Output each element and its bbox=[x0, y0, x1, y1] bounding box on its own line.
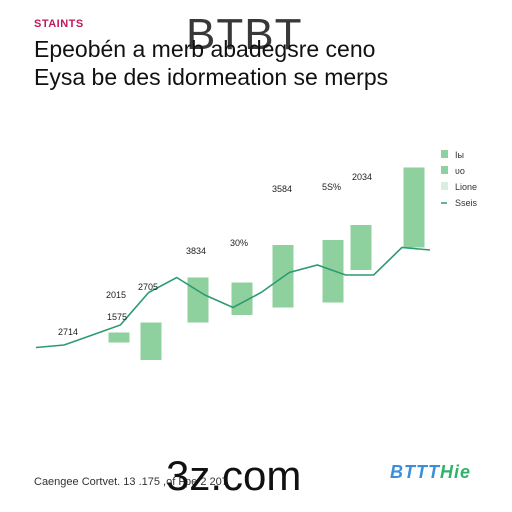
chart-bar-1 bbox=[108, 332, 130, 343]
legend-swatch-1 bbox=[441, 150, 448, 158]
watermark-top: BTBT bbox=[186, 10, 303, 59]
brand-tag: STAINTS bbox=[34, 18, 84, 30]
chart-data-label-8: 5S% bbox=[322, 182, 341, 192]
legend-swatch-2 bbox=[441, 166, 448, 174]
chart-line-series bbox=[35, 246, 431, 349]
footer-note: Caengee Cortvet. 13 .175 ,of Fpe 2 207 bbox=[34, 476, 228, 488]
chart-bar-8 bbox=[403, 167, 425, 248]
legend-label-3: Lione bbox=[455, 182, 477, 192]
brand-logo: BTTTHie bbox=[390, 462, 471, 483]
logo-accent: Hie bbox=[439, 462, 471, 482]
headline-line-2: Eysa be des idormeation se merps bbox=[34, 64, 389, 90]
legend-label-1: Iы bbox=[455, 150, 464, 160]
watermark-bottom: 3z.com bbox=[166, 452, 302, 499]
legend-label-4: Sseis bbox=[455, 198, 478, 208]
chart-bar-2 bbox=[140, 322, 162, 360]
chart-bar-3 bbox=[187, 277, 209, 323]
chart-data-label-6: 30% bbox=[230, 238, 248, 248]
chart-data-label-4: 2705 bbox=[138, 282, 158, 292]
legend-swatch-3 bbox=[441, 182, 448, 190]
chart-data-label-7: 3584 bbox=[272, 184, 292, 194]
chart-bar-4 bbox=[231, 282, 253, 315]
chart-data-label-3: 2015 bbox=[106, 290, 126, 300]
legend-label-2: ʋo bbox=[455, 166, 465, 176]
chart-data-label-9: 2034 bbox=[352, 172, 372, 182]
logo-text: BTTT bbox=[390, 462, 440, 482]
chart-data-label-5: 3834 bbox=[186, 246, 206, 256]
chart-data-label-2: 1575 bbox=[107, 312, 127, 322]
chart-data-label-1: 2714 bbox=[58, 327, 78, 337]
headline-line-1: Epeobén a merb abadegsre ceno bbox=[34, 36, 376, 62]
chart-bar-7 bbox=[350, 225, 372, 270]
